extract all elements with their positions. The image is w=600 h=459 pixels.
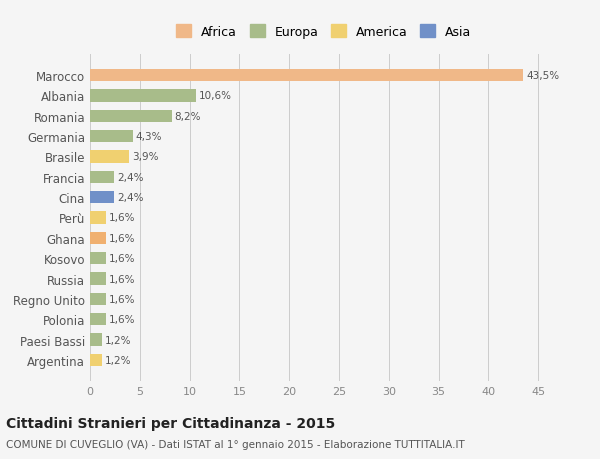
Text: 1,6%: 1,6% (109, 314, 136, 325)
Bar (90, 273, 106, 285)
Text: 1,2%: 1,2% (105, 335, 131, 345)
Text: 1,6%: 1,6% (109, 254, 136, 263)
Bar (90, 192, 114, 204)
Bar (90, 171, 114, 184)
Text: 10,6%: 10,6% (199, 91, 232, 101)
Bar (90, 151, 129, 163)
Text: 8,2%: 8,2% (175, 112, 201, 122)
Bar (90, 90, 196, 102)
Bar (90, 354, 102, 366)
Text: 2,4%: 2,4% (117, 173, 143, 182)
Text: COMUNE DI CUVEGLIO (VA) - Dati ISTAT al 1° gennaio 2015 - Elaborazione TUTTITALI: COMUNE DI CUVEGLIO (VA) - Dati ISTAT al … (6, 440, 465, 449)
Bar (90, 131, 133, 143)
Bar (90, 111, 172, 123)
Text: 4,3%: 4,3% (136, 132, 163, 142)
Text: 1,6%: 1,6% (109, 213, 136, 223)
Text: 1,2%: 1,2% (105, 355, 131, 365)
Bar (90, 313, 106, 325)
Text: 43,5%: 43,5% (526, 71, 559, 81)
Bar (90, 232, 106, 244)
Text: 2,4%: 2,4% (117, 193, 143, 203)
Text: 1,6%: 1,6% (109, 274, 136, 284)
Bar (90, 293, 106, 305)
Bar (90, 70, 523, 82)
Text: 1,6%: 1,6% (109, 294, 136, 304)
Text: 1,6%: 1,6% (109, 233, 136, 243)
Bar (90, 334, 102, 346)
Text: Cittadini Stranieri per Cittadinanza - 2015: Cittadini Stranieri per Cittadinanza - 2… (6, 416, 335, 430)
Legend: Africa, Europa, America, Asia: Africa, Europa, America, Asia (170, 19, 478, 45)
Bar (90, 252, 106, 265)
Text: 3,9%: 3,9% (132, 152, 158, 162)
Bar (90, 212, 106, 224)
